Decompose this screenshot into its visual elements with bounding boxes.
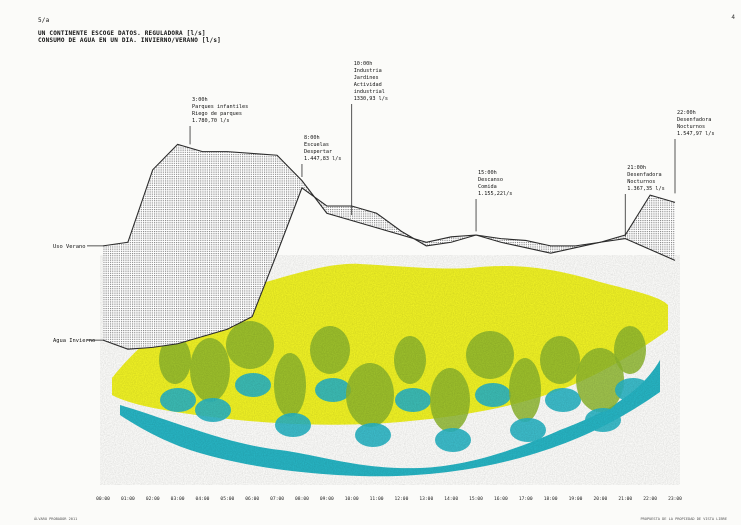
x-tick-label: 12:00 [395, 496, 409, 502]
annotation-text: Comida [478, 184, 497, 190]
annotation-text: 1.155,22l/s [478, 191, 512, 197]
x-tick-label: 13:00 [419, 496, 433, 502]
annotation-text: 10:00h [354, 61, 373, 67]
annotation-text: Nocturnos [627, 179, 655, 185]
x-tick-label: 00:00 [96, 496, 110, 502]
annotation-text: Desenfadora [627, 172, 661, 178]
annotation-text: 1330,93 l/s [354, 96, 388, 102]
x-tick-label: 04:00 [196, 496, 210, 502]
annotation-text: Despertar [304, 149, 332, 155]
x-tick-label: 14:00 [444, 496, 458, 502]
annotation-text: Jardines [354, 75, 379, 81]
annotation-text: Industria [354, 68, 382, 74]
x-tick-label: 21:00 [618, 496, 632, 502]
x-tick-label: 16:00 [494, 496, 508, 502]
annotation-text: 3:00h [192, 97, 208, 103]
x-tick-label: 20:00 [593, 496, 607, 502]
annotation-text: 22:00h [677, 110, 696, 116]
chart-subtitle: CONSUMO DE AGUA EN UN DIA. INVIERNO/VERA… [38, 37, 221, 44]
x-tick-label: 15:00 [469, 496, 483, 502]
footer-left: ÁLVARO PROBADOR 2011 [34, 517, 78, 521]
annotation-text: 1.780,70 l/s [192, 118, 229, 124]
annotation-text: 15:00h [478, 170, 497, 176]
x-tick-label: 03:00 [171, 496, 185, 502]
page-number: 4 [731, 14, 735, 21]
annotation-text: 1.547,97 l/s [677, 131, 714, 137]
annotation-text: 1.447,83 l/s [304, 156, 341, 162]
annotation-text: Desenfadora [677, 117, 711, 123]
x-tick-label: 10:00 [345, 496, 359, 502]
series-line-invierno [102, 187, 676, 350]
annotation-text: Actividad [354, 82, 382, 88]
annotation-text: Escuelas [304, 142, 329, 148]
x-tick-label: 22:00 [643, 496, 657, 502]
series-label: Agua Invierno [53, 338, 95, 344]
x-tick-label: 09:00 [320, 496, 334, 502]
difference-band [103, 144, 675, 350]
chart-title: UN CONTINENTE ESCOGE DATOS. REGULADORA [… [38, 30, 206, 37]
x-tick-label: 01:00 [121, 496, 135, 502]
x-tick-label: 08:00 [295, 496, 309, 502]
annotation-text: Parques infantiles [192, 104, 248, 110]
annotation-text: Nocturnos [677, 124, 705, 130]
annotation-text: 1.367,35 l/s [627, 186, 664, 192]
x-tick-label: 06:00 [245, 496, 259, 502]
x-tick-label: 07:00 [270, 496, 284, 502]
series-label: Uso Verano [53, 244, 85, 250]
x-tick-label: 17:00 [519, 496, 533, 502]
x-tick-label: 05:00 [220, 496, 234, 502]
annotation-text: Descanso [478, 177, 503, 183]
terrain-illustration [100, 255, 680, 485]
footer-right: PROPUESTA DE LA PROPIEDAD DE VISTA LIBRE [640, 517, 727, 521]
annotation-text: industrial [354, 89, 385, 95]
annotation-text: 8:00h [304, 135, 320, 141]
x-tick-label: 19:00 [569, 496, 583, 502]
annotation-text: 21:00h [627, 165, 646, 171]
figure-tag: 5/a [38, 17, 50, 24]
x-tick-label: 11:00 [370, 496, 384, 502]
series-line-verano [102, 143, 676, 254]
x-tick-label: 02:00 [146, 496, 160, 502]
x-tick-label: 23:00 [668, 496, 682, 502]
annotation-text: Riego de parques [192, 111, 242, 117]
x-tick-label: 18:00 [544, 496, 558, 502]
